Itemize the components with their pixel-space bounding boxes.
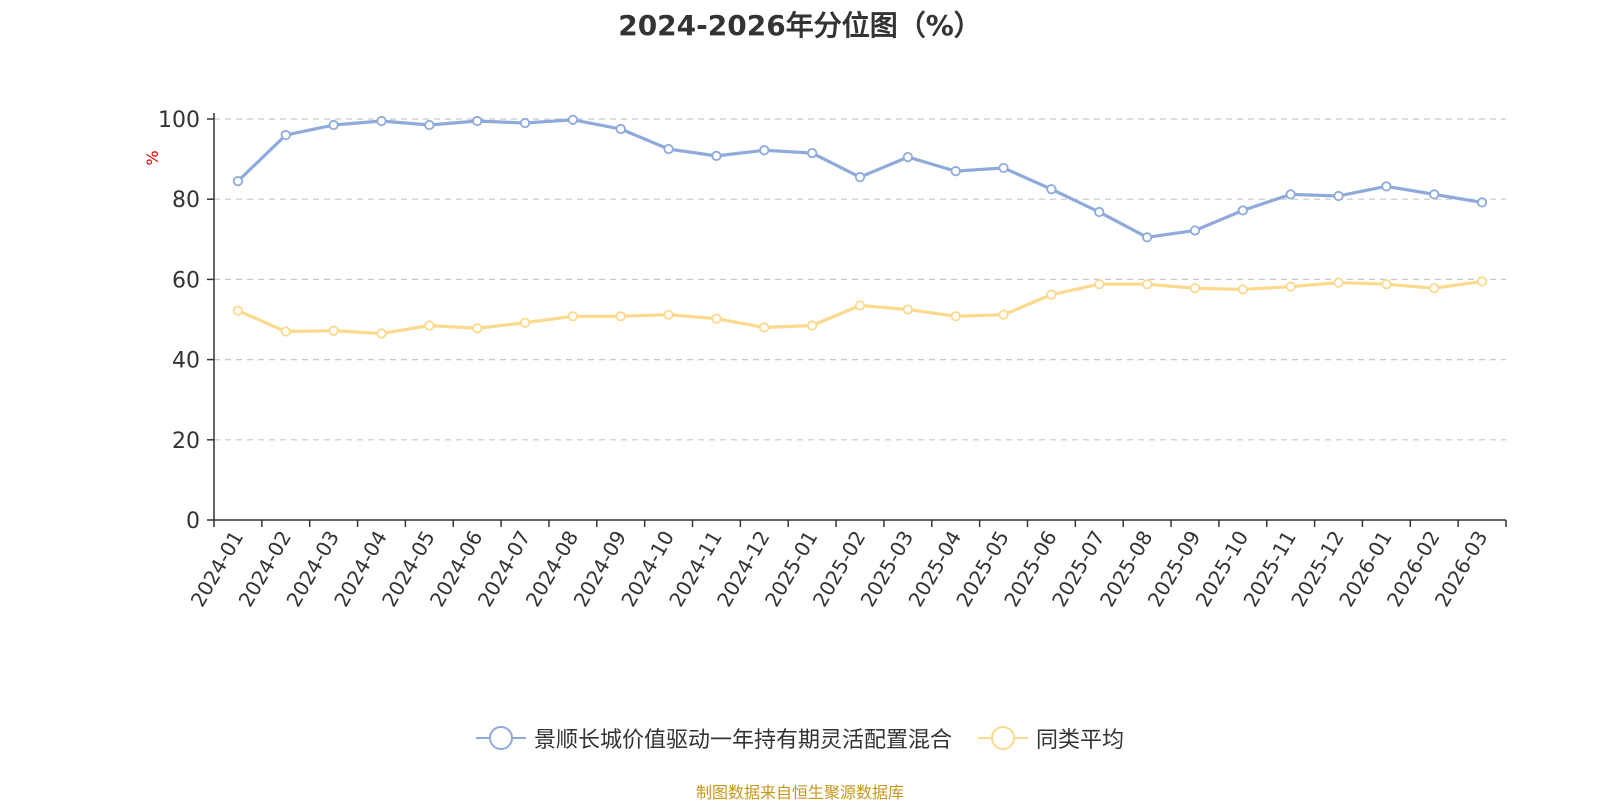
series-0-point xyxy=(711,150,722,161)
series-0-point xyxy=(615,123,626,135)
y-tick-label: 60 xyxy=(172,268,200,293)
series-0-point xyxy=(1189,225,1201,236)
series-layer xyxy=(232,114,1488,339)
series-1-point xyxy=(711,313,722,324)
series-1-point xyxy=(807,320,818,331)
series-1-point xyxy=(1094,279,1105,290)
series-0-point xyxy=(950,166,961,177)
series-1-point xyxy=(663,309,674,320)
series-1-point xyxy=(519,317,531,328)
series-0-point xyxy=(998,162,1009,174)
series-0-point xyxy=(232,176,244,187)
y-tick-label: 100 xyxy=(158,108,200,133)
series-0-point xyxy=(519,117,531,129)
series-0-point xyxy=(1094,206,1105,218)
legend-item-peer-average[interactable]: 同类平均 xyxy=(978,722,1124,754)
series-0-point xyxy=(663,143,674,155)
series-1-point xyxy=(424,320,435,331)
series-0-point xyxy=(424,119,435,131)
series-1-point xyxy=(1142,279,1153,290)
y-tick-label: 0 xyxy=(186,509,200,534)
legend-item-fund[interactable]: 景顺长城价值驱动一年持有期灵活配置混合 xyxy=(475,722,952,754)
series-1-point xyxy=(328,325,339,336)
series-0-point xyxy=(567,114,578,125)
series-0-point xyxy=(807,147,818,159)
series-1-point xyxy=(615,311,626,322)
series-1-point xyxy=(232,305,244,316)
series-0-point xyxy=(280,129,291,141)
series-1-point xyxy=(854,300,866,311)
series-1-point xyxy=(902,304,913,315)
grid-lines xyxy=(214,118,1506,441)
series-0-point xyxy=(902,151,913,163)
y-tick-label: 40 xyxy=(172,349,200,374)
legend-label-peer-average: 同类平均 xyxy=(1036,728,1125,753)
series-1-point xyxy=(1189,283,1201,294)
series-0-point xyxy=(1285,189,1296,200)
chart-title: 2024-2026年分位图（%） xyxy=(618,9,982,42)
series-1-point xyxy=(376,328,387,339)
y-tick-label: 20 xyxy=(172,429,200,454)
series-1-point xyxy=(1237,284,1248,295)
series-0-point xyxy=(759,145,770,156)
y-tick-label: 80 xyxy=(172,188,200,213)
series-0-point xyxy=(1429,189,1440,200)
series-1-point xyxy=(1429,283,1440,294)
series-0-point xyxy=(328,119,339,131)
series-1-point xyxy=(1381,279,1392,290)
legend-swatch-peer-average xyxy=(978,726,1028,750)
series-1-point xyxy=(1285,281,1296,292)
series-0-point xyxy=(1046,184,1057,195)
series-0-point xyxy=(1476,197,1488,208)
series-0-point xyxy=(1381,181,1392,192)
series-1-point xyxy=(1046,289,1057,300)
series-0-point xyxy=(1237,205,1248,216)
series-1-point xyxy=(950,311,961,322)
series-0-point xyxy=(854,172,866,183)
series-1-point xyxy=(998,309,1009,320)
y-axis-label: % xyxy=(143,150,162,165)
series-1-point xyxy=(567,311,578,322)
legend-swatch-fund xyxy=(475,726,526,750)
series-1-point xyxy=(1333,277,1344,288)
series-0-point xyxy=(1333,190,1344,202)
series-1-point xyxy=(1476,276,1488,287)
series-1-point xyxy=(759,322,770,333)
legend: 景顺长城价值驱动一年持有期灵活配置混合 同类平均 xyxy=(0,722,1600,754)
series-1-point xyxy=(472,323,483,334)
series-0-point xyxy=(1142,232,1153,243)
series-1-point xyxy=(280,326,291,337)
series-0-point xyxy=(472,115,483,127)
series-0-point xyxy=(376,115,387,127)
source-note: 制图数据来自恒生聚源数据库 xyxy=(695,783,904,802)
legend-label-fund: 景顺长城价值驱动一年持有期灵活配置混合 xyxy=(533,728,952,753)
